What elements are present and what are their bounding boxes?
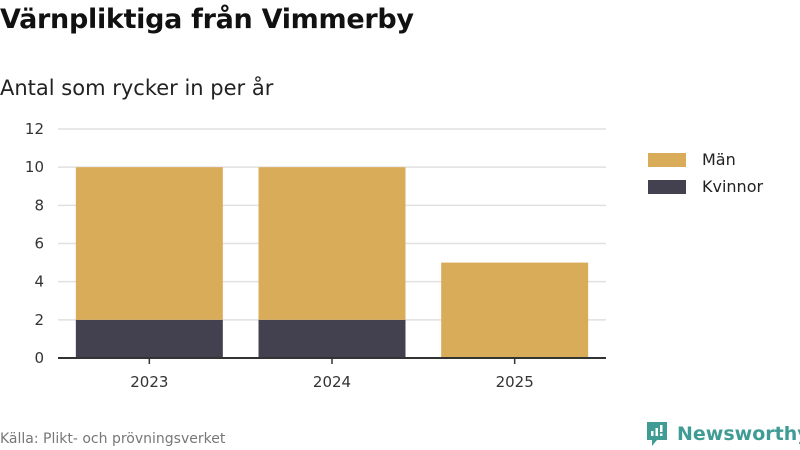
y-tick-label: 12 bbox=[25, 120, 44, 138]
bar-women-2023 bbox=[75, 319, 223, 358]
y-tick-label: 10 bbox=[25, 158, 44, 176]
chart-subtitle: Antal som rycker in per år bbox=[0, 76, 274, 100]
y-tick-label: 4 bbox=[34, 273, 44, 291]
chart-title: Värnpliktiga från Vimmerby bbox=[0, 4, 414, 35]
legend-swatch-women bbox=[648, 179, 686, 194]
y-tick-label: 0 bbox=[34, 349, 44, 367]
legend-label-women: Kvinnor bbox=[702, 177, 764, 196]
bar-men-2023 bbox=[75, 167, 223, 320]
x-tick-label: 2023 bbox=[130, 373, 168, 391]
bar-men-2025 bbox=[441, 262, 589, 358]
legend-label-men: Män bbox=[702, 150, 736, 169]
y-tick-label: 8 bbox=[34, 196, 44, 214]
logo-text: Newsworthy bbox=[677, 423, 800, 445]
legend-item-men: Män bbox=[648, 146, 763, 173]
x-tick-label: 2024 bbox=[313, 373, 351, 391]
bar-women-2024 bbox=[258, 319, 406, 358]
x-tick-label: 2025 bbox=[496, 373, 534, 391]
y-tick-label: 2 bbox=[34, 311, 44, 329]
newsworthy-logo[interactable]: Newsworthy bbox=[645, 421, 800, 447]
bar-men-2024 bbox=[258, 167, 406, 320]
legend: Män Kvinnor bbox=[648, 146, 763, 200]
y-tick-label: 6 bbox=[34, 235, 44, 253]
legend-item-women: Kvinnor bbox=[648, 173, 763, 200]
bar-chart-logo-icon bbox=[647, 422, 667, 446]
legend-swatch-men bbox=[648, 152, 686, 167]
source-note: Källa: Plikt- och prövningsverket bbox=[0, 431, 226, 447]
